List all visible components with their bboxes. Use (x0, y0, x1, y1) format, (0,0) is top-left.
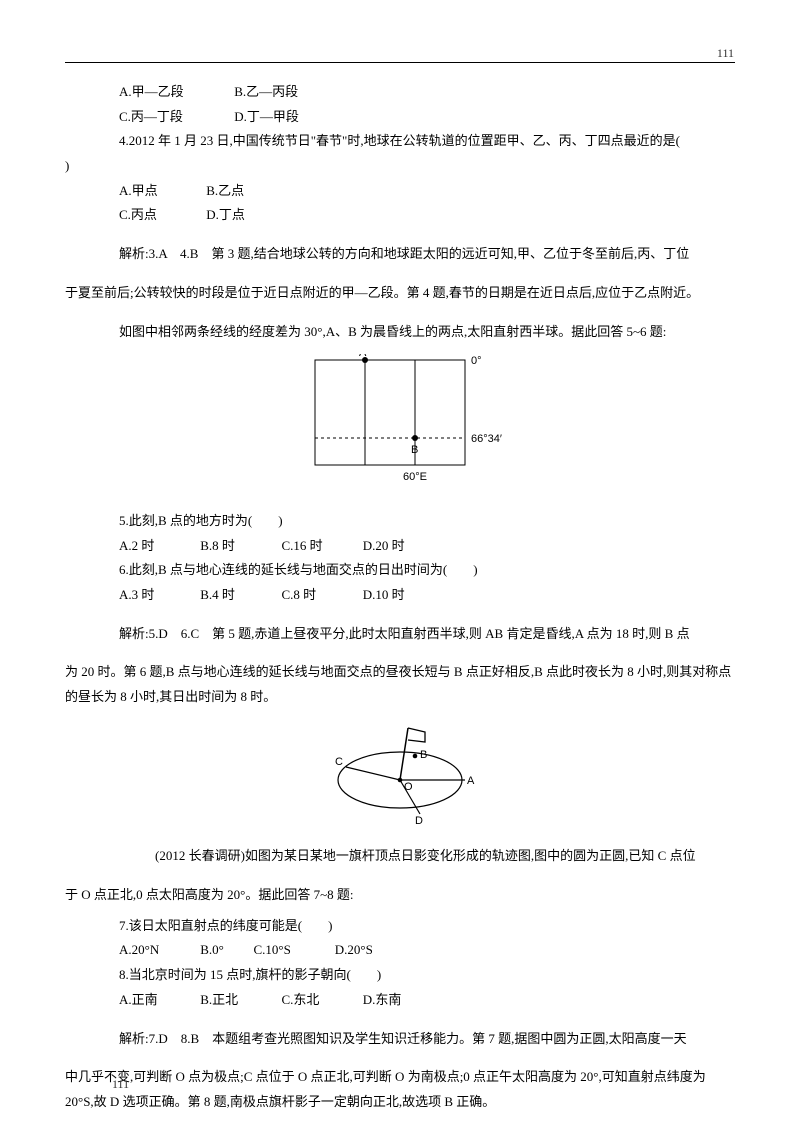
document-body: A.甲—乙段 B.乙—丙段 C.丙—丁段 D.丁—甲段 4.2012 年 1 月… (65, 80, 735, 1115)
q4-options-row2: C.丙点 D.丁点 (65, 203, 735, 228)
fig78-c: C (335, 756, 343, 768)
q4-opt-a: A.甲点 (119, 179, 203, 204)
figure-5-6: A B 0° 66°34′ 60°E (65, 354, 735, 503)
q8-opt-b: B.正北 (200, 988, 278, 1013)
fig78-a: A (467, 775, 475, 787)
q7-opt-c: C.10°S (254, 938, 332, 963)
q3-opt-c: C.丙—丁段 (119, 105, 231, 130)
q4-stem: 4.2012 年 1 月 23 日,中国传统节日"春节"时,地球在公转轨道的位置… (65, 129, 735, 154)
q3-opt-a: A.甲—乙段 (119, 80, 231, 105)
q3-options-row1: A.甲—乙段 B.乙—丙段 (65, 80, 735, 105)
q5-opt-b: B.8 时 (200, 534, 278, 559)
q4-options-row1: A.甲点 B.乙点 (65, 179, 735, 204)
q5-options: A.2 时 B.8 时 C.16 时 D.20 时 (65, 534, 735, 559)
answer-7-8-line1: 解析:7.D 8.B 本题组考查光照图知识及学生知识迁移能力。第 7 题,据图中… (65, 1027, 735, 1052)
q6-stem: 6.此刻,B 点与地心连线的延长线与地面交点的日出时间为( ) (65, 558, 735, 583)
header-rule (65, 62, 735, 63)
q5-opt-c: C.16 时 (282, 534, 360, 559)
fig78-o: O (404, 781, 413, 793)
q4-opt-c: C.丙点 (119, 203, 203, 228)
q8-opt-a: A.正南 (119, 988, 197, 1013)
q3-options-row2: C.丙—丁段 D.丁—甲段 (65, 105, 735, 130)
fig78-d: D (415, 815, 423, 827)
answer-5-6-line2: 为 20 时。第 6 题,B 点与地心连线的延长线与地面交点的昼夜长短与 B 点… (65, 660, 735, 709)
q5-stem: 5.此刻,B 点的地方时为( ) (65, 509, 735, 534)
q6-opt-d: D.10 时 (363, 583, 405, 608)
fig56-label-b: B (411, 444, 418, 456)
fig56-lon: 60°E (403, 471, 427, 483)
q5-opt-d: D.20 时 (363, 534, 405, 559)
q5-opt-a: A.2 时 (119, 534, 197, 559)
q7-opt-b: B.0° (200, 938, 250, 963)
q6-options: A.3 时 B.4 时 C.8 时 D.10 时 (65, 583, 735, 608)
q6-opt-c: C.8 时 (282, 583, 360, 608)
q7-opt-d: D.20°S (335, 938, 373, 963)
page-number-bottom: 111 (112, 1073, 129, 1096)
fig78-b: B (420, 749, 427, 761)
answer-7-8-line2: 中几乎不变,可判断 O 点为极点;C 点位于 O 点正北,可判断 O 为南极点;… (65, 1065, 735, 1114)
fig56-zero: 0° (471, 355, 482, 367)
q7-stem: 7.该日太阳直射点的纬度可能是( ) (65, 914, 735, 939)
answer-3-4-line2: 于夏至前后;公转较快的时段是位于近日点附近的甲—乙段。第 4 题,春节的日期是在… (65, 281, 735, 306)
q8-opt-c: C.东北 (282, 988, 360, 1013)
q6-opt-a: A.3 时 (119, 583, 197, 608)
context-7-8-line1: (2012 长春调研)如图为某日某地一旗杆顶点日影变化形成的轨迹图,图中的圆为正… (65, 844, 735, 869)
q4-close-paren: ) (65, 154, 735, 179)
q7-options: A.20°N B.0° C.10°S D.20°S (65, 938, 735, 963)
answer-3-4-line1: 解析:3.A 4.B 第 3 题,结合地球公转的方向和地球距太阳的远近可知,甲、… (65, 242, 735, 267)
q6-opt-b: B.4 时 (200, 583, 278, 608)
q4-opt-b: B.乙点 (206, 179, 244, 204)
figure-7-8: B A C O D (65, 720, 735, 839)
q8-opt-d: D.东南 (363, 988, 402, 1013)
context-5-6: 如图中相邻两条经线的经度差为 30°,A、B 为晨昏线上的两点,太阳直射西半球。… (65, 320, 735, 345)
q3-opt-b: B.乙—丙段 (234, 80, 298, 105)
fig56-label-a: A (359, 354, 367, 359)
answer-5-6-line1: 解析:5.D 6.C 第 5 题,赤道上昼夜平分,此时太阳直射西半球,则 AB … (65, 622, 735, 647)
q8-options: A.正南 B.正北 C.东北 D.东南 (65, 988, 735, 1013)
context-7-8-line2: 于 O 点正北,0 点太阳高度为 20°。据此回答 7~8 题: (65, 883, 735, 908)
q3-opt-d: D.丁—甲段 (234, 105, 299, 130)
q8-stem: 8.当北京时间为 15 点时,旗杆的影子朝向( ) (65, 963, 735, 988)
q4-opt-d: D.丁点 (206, 203, 245, 228)
fig56-lat: 66°34′ (471, 433, 502, 445)
q7-opt-a: A.20°N (119, 938, 197, 963)
